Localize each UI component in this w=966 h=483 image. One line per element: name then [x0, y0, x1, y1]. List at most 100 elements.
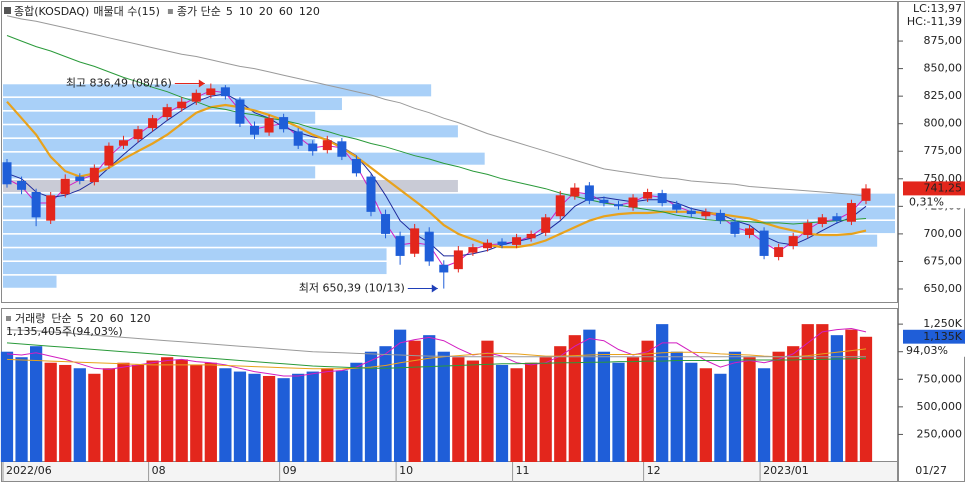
x-tick-label: 2023/01: [763, 464, 809, 477]
ma-line: [6, 348, 867, 370]
volume-bar: [583, 329, 596, 462]
candle-body: [75, 176, 85, 181]
volume-bar: [670, 351, 683, 462]
candle-body: [584, 185, 594, 201]
volume-bar: [306, 371, 319, 462]
volume-info: 1,135,405주(94,03%): [6, 325, 123, 338]
ma-line: [6, 327, 867, 377]
candle-body: [89, 167, 99, 183]
candle-body: [803, 222, 813, 235]
volume-bar: [714, 373, 727, 462]
volume-bar: [262, 375, 276, 462]
candle-body: [395, 236, 405, 256]
candle-body: [148, 118, 158, 129]
candle-body: [541, 217, 551, 233]
volume-bar: [233, 371, 247, 462]
candle-body: [555, 195, 565, 217]
candle-body: [599, 199, 609, 204]
legend-label: 20: [259, 5, 273, 18]
volume-profile-bar: [3, 248, 387, 261]
candle-body: [104, 145, 114, 166]
last-price-label: 741,25: [924, 181, 963, 194]
candle-body: [177, 101, 187, 109]
volume-bar: [117, 362, 130, 462]
candle-body: [2, 162, 12, 185]
volume-bar: [830, 335, 843, 462]
volume-bar: [859, 336, 873, 462]
candle-body: [17, 180, 27, 190]
volume-bar: [0, 351, 14, 462]
x-tick-label: 10: [399, 464, 413, 477]
y-tick-label: 850,00: [924, 62, 963, 75]
candle-body: [512, 237, 522, 245]
price-panel: [1, 1, 898, 303]
last-date: 01/27: [915, 464, 947, 477]
volume-bar: [626, 357, 640, 462]
legend-label: 단순: [51, 312, 71, 325]
annotation: 최고 836,49 (08/16): [66, 76, 172, 89]
volume-profile-bar: [3, 152, 485, 165]
volume-bar: [495, 364, 509, 462]
candle-body: [60, 178, 70, 195]
volume-bar: [423, 335, 436, 462]
legend-label: 120: [130, 312, 151, 325]
volume-bar: [379, 346, 392, 462]
volume-bar: [146, 360, 159, 462]
candle-body: [249, 125, 260, 135]
volume-bar: [161, 357, 174, 462]
volume-bar: [641, 340, 654, 462]
volume-profile-bar: [3, 193, 895, 206]
ma-line: [6, 15, 867, 197]
candle-body: [424, 231, 434, 262]
volume-bar: [772, 351, 785, 462]
y-tick-label: 700,00: [924, 227, 963, 240]
volume-bar: [102, 368, 116, 462]
volume-bar: [525, 362, 538, 462]
volume-bar: [408, 340, 421, 462]
volume-bar: [393, 329, 407, 462]
volume-bar: [743, 357, 756, 462]
x-tick-label: 2022/06: [6, 464, 52, 477]
volume-profile-bar: [3, 97, 342, 111]
volume-bar: [321, 368, 334, 462]
candle-body: [293, 131, 303, 146]
volume-bar: [699, 368, 712, 462]
volume-bar: [437, 351, 450, 462]
candle-body: [133, 129, 143, 140]
volume-bar: [73, 368, 86, 462]
candle-body: [745, 228, 755, 235]
volume-bar: [219, 368, 232, 462]
candle-body: [774, 247, 784, 258]
volume-profile-bar: [3, 166, 316, 179]
candle-body: [759, 230, 769, 256]
volume-bar: [801, 324, 814, 462]
y-tick-label: 875,00: [924, 34, 963, 47]
y-tick-label: 750,000: [917, 372, 963, 385]
candle-body: [686, 210, 696, 215]
x-tick-label: 12: [647, 464, 661, 477]
candle-body: [482, 242, 492, 249]
volume-bar: [845, 329, 858, 462]
volume-bar: [350, 362, 363, 462]
legend-label: 매물대 수(15): [93, 5, 160, 18]
candle-body: [715, 212, 725, 221]
candle-body: [31, 192, 41, 218]
last-volume-box: [903, 329, 965, 344]
candle-body: [832, 216, 842, 221]
candle-body: [410, 228, 420, 254]
annotation-arrowhead: [431, 284, 438, 293]
y-tick-label: 250,000: [917, 427, 963, 440]
volume-bar: [787, 346, 800, 462]
volume-bar: [335, 370, 348, 462]
volume-bar: [554, 346, 567, 462]
volume-bar: [452, 357, 465, 462]
volume-bar: [248, 373, 261, 462]
change-bg: [903, 195, 965, 209]
candle-body: [613, 204, 624, 207]
candle-body: [279, 117, 289, 130]
volume-bar: [539, 357, 552, 462]
volume-bar: [728, 351, 742, 462]
